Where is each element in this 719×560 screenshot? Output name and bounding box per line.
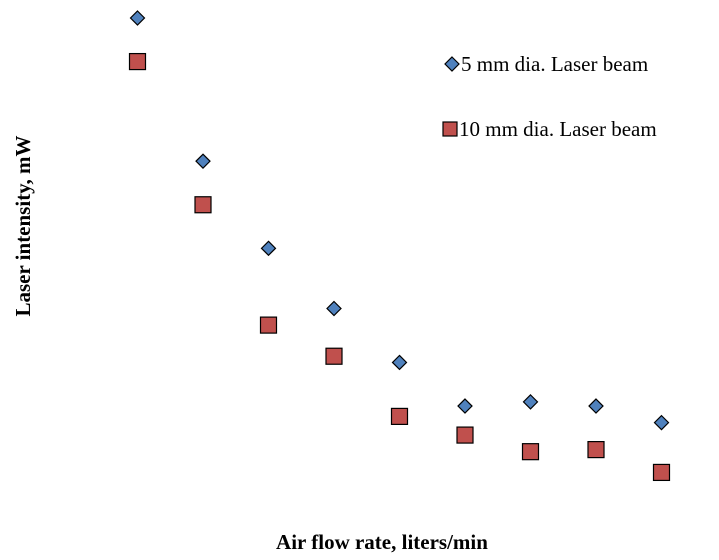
data-point-10mm <box>456 426 474 444</box>
legend-item-10mm: 10 mm dia. Laser beam <box>442 117 657 141</box>
plot-area <box>128 10 671 482</box>
legend-label-5mm: 5 mm dia. Laser beam <box>461 52 648 76</box>
data-point-5mm <box>588 398 604 414</box>
data-point-10mm <box>128 52 147 71</box>
data-point-5mm <box>522 394 539 410</box>
data-point-10mm <box>194 196 212 214</box>
data-point-5mm <box>653 414 670 431</box>
data-point-10mm <box>587 441 605 459</box>
legend-label-10mm: 10 mm dia. Laser beam <box>459 117 657 141</box>
legend: 5 mm dia. Laser beam 10 mm dia. Laser be… <box>442 52 657 141</box>
x-axis-label: Air flow rate, liters/min <box>276 530 488 554</box>
data-point-5mm <box>326 300 342 317</box>
data-point-5mm <box>457 398 473 414</box>
data-point-5mm <box>391 354 408 371</box>
data-point-10mm <box>325 347 343 365</box>
data-point-10mm <box>259 316 278 334</box>
data-point-10mm <box>390 407 409 425</box>
legend-diamond-marker <box>444 56 460 72</box>
data-point-5mm <box>260 240 277 257</box>
legend-item-5mm: 5 mm dia. Laser beam <box>444 52 648 76</box>
y-axis-label: Laser intensity, mW <box>11 135 35 316</box>
data-point-5mm <box>129 10 146 26</box>
data-point-5mm <box>195 153 211 170</box>
data-point-10mm <box>652 463 671 482</box>
legend-square-marker <box>442 121 458 137</box>
data-point-10mm <box>521 443 540 461</box>
